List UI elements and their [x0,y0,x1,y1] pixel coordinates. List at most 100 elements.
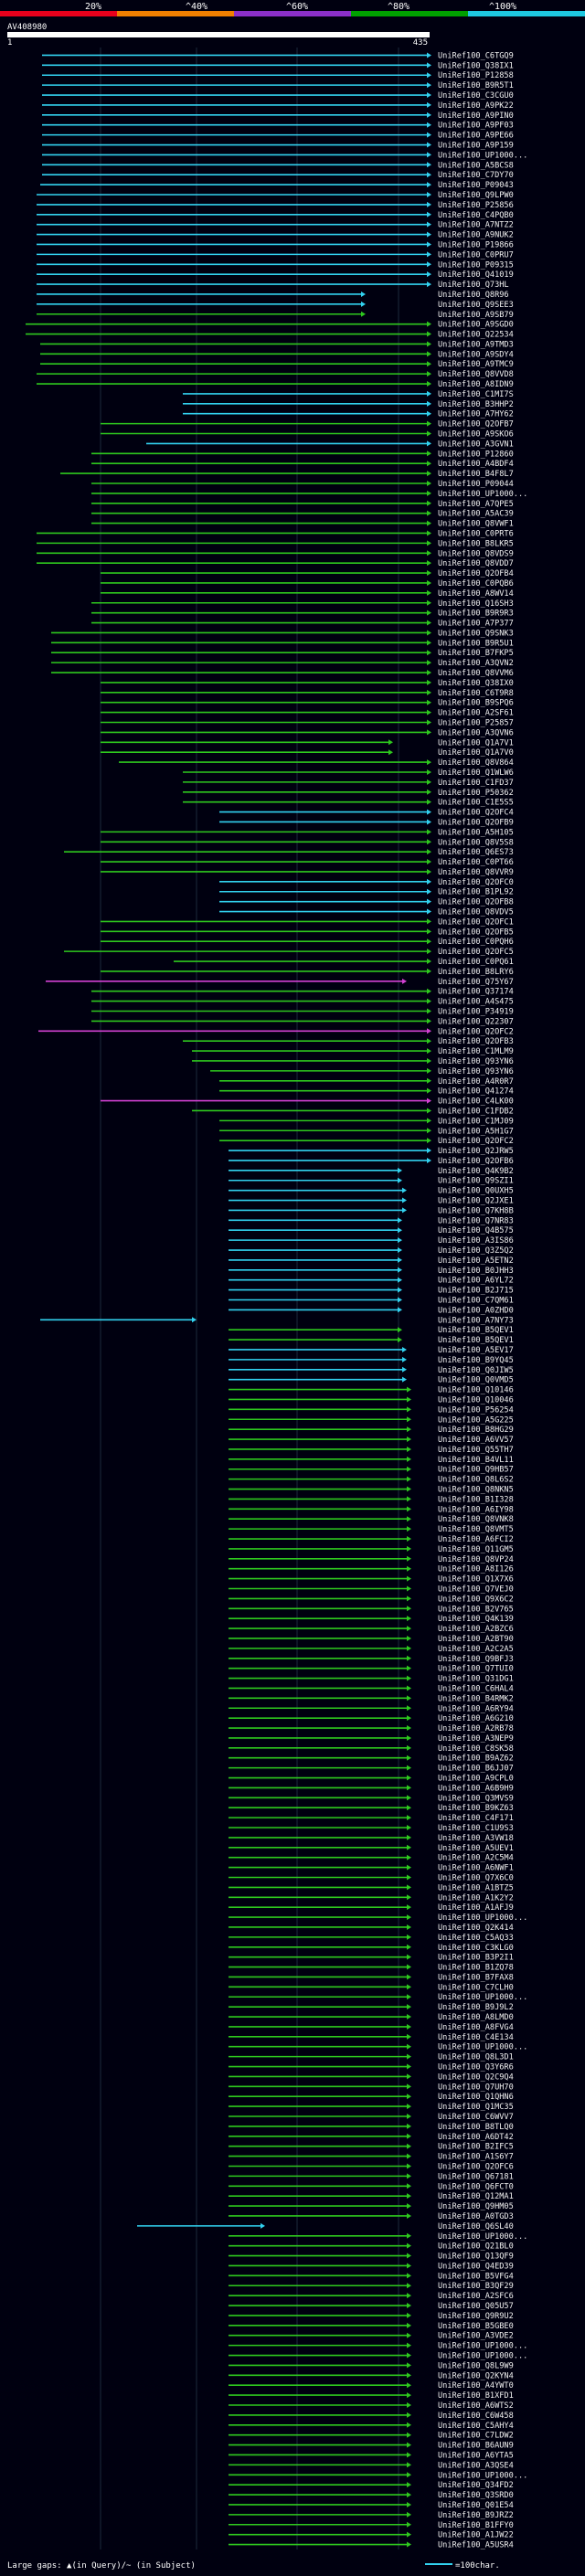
hit-label[interactable]: UniRef100_Q9SEE3 [438,301,514,310]
hit-row[interactable]: UniRef100_C6HAL4 [229,1684,514,1693]
hit-label[interactable]: UniRef100_Q10046 [438,1395,514,1405]
hit-label[interactable]: UniRef100_C3CGU0 [438,91,514,101]
hit-row[interactable]: UniRef100_A3QSE4 [229,2461,514,2470]
hit-row[interactable]: UniRef100_Q8V5S8 [101,838,514,847]
hit-label[interactable]: UniRef100_B5QEV1 [438,1336,514,1345]
hit-row[interactable]: UniRef100_Q93YN6 [192,1057,514,1066]
hit-label[interactable]: UniRef100_A0TGD3 [438,2212,514,2221]
hit-row[interactable]: UniRef100_A9PF03 [42,122,514,131]
hit-label[interactable]: UniRef100_Q73HL [438,281,509,290]
hit-row[interactable]: UniRef100_Q4K9B2 [229,1167,514,1176]
hit-label[interactable]: UniRef100_Q6FCT0 [438,2182,514,2191]
hit-row[interactable]: UniRef100_A3QVN2 [51,659,514,668]
hit-label[interactable]: UniRef100_Q3Y6R6 [438,2063,514,2072]
hit-label[interactable]: UniRef100_Q9R9U2 [438,2312,514,2321]
hit-label[interactable]: UniRef100_Q2OFC0 [438,878,514,887]
hit-row[interactable]: UniRef100_UP1000... [229,1993,527,2002]
hit-label[interactable]: UniRef100_C6T9R8 [438,689,514,698]
hit-label[interactable]: UniRef100_A9NUK2 [438,231,514,240]
hit-label[interactable]: UniRef100_Q2OFB8 [438,898,514,907]
hit-label[interactable]: UniRef100_A3VW18 [438,1834,514,1843]
hit-label[interactable]: UniRef100_P09315 [438,260,514,270]
hit-label[interactable]: UniRef100_C0PRT6 [438,529,514,538]
hit-row[interactable]: UniRef100_A3VDE2 [229,2332,514,2341]
hit-row[interactable]: UniRef100_Q41019 [37,270,514,280]
hit-label[interactable]: UniRef100_A9SKO6 [438,430,514,440]
hit-row[interactable]: UniRef100_Q4B575 [229,1226,514,1235]
hit-label[interactable]: UniRef100_UP1000... [438,490,527,499]
hit-label[interactable]: UniRef100_Q2OFB4 [438,569,514,578]
hit-label[interactable]: UniRef100_A1S6Y7 [438,2153,514,2162]
hit-row[interactable]: UniRef100_Q8L3D1 [229,2053,514,2062]
hit-row[interactable]: UniRef100_Q7UH70 [229,2083,514,2092]
hit-label[interactable]: UniRef100_A1AFJ9 [438,1903,514,1913]
hit-row[interactable]: UniRef100_A9P159 [42,142,514,151]
hit-label[interactable]: UniRef100_Q8VVM6 [438,669,514,678]
hit-label[interactable]: UniRef100_Q3MVS9 [438,1794,514,1803]
hit-label[interactable]: UniRef100_Q16SH3 [438,599,514,609]
hit-row[interactable]: UniRef100_B8HG29 [229,1426,514,1435]
hit-label[interactable]: UniRef100_C6WVV7 [438,2113,514,2122]
hit-label[interactable]: UniRef100_Q2OFB3 [438,1037,514,1046]
hit-row[interactable]: UniRef100_B8TLQ0 [229,2123,514,2132]
hit-label[interactable]: UniRef100_A9P159 [438,142,514,151]
hit-label[interactable]: UniRef100_A9PE66 [438,132,514,141]
hit-label[interactable]: UniRef100_C0PQH6 [438,938,514,947]
hit-label[interactable]: UniRef100_Q0UXH5 [438,1187,514,1196]
hit-label[interactable]: UniRef100_Q9HB57 [438,1466,514,1475]
hit-label[interactable]: UniRef100_C5AQ33 [438,1934,514,1943]
hit-row[interactable]: UniRef100_A1K2Y2 [229,1893,514,1903]
hit-row[interactable]: UniRef100_Q93YN6 [210,1067,514,1076]
hit-row[interactable]: UniRef100_Q1WLW6 [183,769,514,778]
hit-row[interactable]: UniRef100_A0TGD3 [229,2212,514,2221]
hit-label[interactable]: UniRef100_Q7KH8B [438,1206,514,1215]
hit-row[interactable]: UniRef100_P34919 [91,1008,514,1017]
hit-row[interactable]: UniRef100_B1I328 [229,1495,514,1504]
hit-row[interactable]: UniRef100_Q2OFB3 [183,1037,514,1046]
hit-label[interactable]: UniRef100_B6AUN9 [438,2442,514,2451]
hit-row[interactable]: UniRef100_B9AZ62 [229,1754,514,1764]
hit-label[interactable]: UniRef100_C4F171 [438,1814,514,1823]
hit-label[interactable]: UniRef100_Q31DG1 [438,1675,514,1684]
hit-row[interactable]: UniRef100_B5QEV1 [229,1326,514,1335]
hit-label[interactable]: UniRef100_A5AC39 [438,510,514,519]
hit-row[interactable]: UniRef100_A4YWT0 [229,2381,514,2390]
hit-row[interactable]: UniRef100_Q7X6C0 [229,1873,514,1882]
hit-label[interactable]: UniRef100_A6RY94 [438,1704,514,1713]
hit-label[interactable]: UniRef100_Q6SL40 [438,2222,514,2231]
hit-label[interactable]: UniRef100_A9SB79 [438,311,514,320]
hit-label[interactable]: UniRef100_A8WV14 [438,589,514,599]
hit-row[interactable]: UniRef100_Q38IX0 [101,679,514,688]
hit-label[interactable]: UniRef100_Q8VDS9 [438,549,514,558]
hit-row[interactable]: UniRef100_A3QVN6 [101,728,514,737]
hit-label[interactable]: UniRef100_Q2JXE1 [438,1197,514,1206]
hit-row[interactable]: UniRef100_A9SKO6 [101,430,514,440]
hit-label[interactable]: UniRef100_A3QVN2 [438,659,514,668]
hit-label[interactable]: UniRef100_P34919 [438,1008,514,1017]
hit-row[interactable]: UniRef100_Q8VP24 [229,1555,514,1564]
hit-label[interactable]: UniRef100_Q8L6S2 [438,1476,514,1485]
hit-row[interactable]: UniRef100_UP1000... [229,2352,527,2361]
hit-row[interactable]: UniRef100_A5H105 [101,828,514,837]
hit-label[interactable]: UniRef100_Q67181 [438,2172,514,2181]
hit-label[interactable]: UniRef100_C6W458 [438,2412,514,2421]
hit-label[interactable]: UniRef100_B9R5T1 [438,81,514,90]
hit-label[interactable]: UniRef100_Q3SRD0 [438,2491,514,2500]
query-bar[interactable] [7,32,430,37]
hit-row[interactable]: UniRef100_Q4K139 [229,1615,514,1624]
hit-row[interactable]: UniRef100_Q9R9U2 [229,2312,514,2321]
hit-row[interactable]: UniRef100_Q7NR83 [229,1216,514,1225]
hit-row[interactable]: UniRef100_Q9BFJ3 [229,1655,514,1664]
hit-label[interactable]: UniRef100_Q75Y67 [438,978,514,987]
hit-label[interactable]: UniRef100_Q9X6C2 [438,1595,514,1604]
hit-label[interactable]: UniRef100_B9AZ62 [438,1754,514,1764]
hit-row[interactable]: UniRef100_B7FAX8 [229,1973,514,1982]
hit-label[interactable]: UniRef100_Q4K139 [438,1615,514,1624]
hit-label[interactable]: UniRef100_B5GBE0 [438,2322,514,2331]
hit-row[interactable]: UniRef100_A2BT90 [229,1635,514,1644]
hit-label[interactable]: UniRef100_A1K2Y2 [438,1893,514,1903]
hit-row[interactable]: UniRef100_Q0VMD5 [229,1376,514,1385]
hit-row[interactable]: UniRef100_B6JJ07 [229,1765,514,1774]
hit-label[interactable]: UniRef100_B8LRY6 [438,968,514,977]
hit-row[interactable]: UniRef100_A7NY73 [40,1316,514,1325]
